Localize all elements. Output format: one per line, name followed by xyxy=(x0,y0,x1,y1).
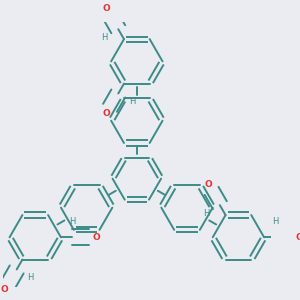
Text: O: O xyxy=(204,180,212,189)
Text: O: O xyxy=(295,233,300,242)
Text: O: O xyxy=(103,110,110,118)
Text: H: H xyxy=(101,33,108,42)
Text: H: H xyxy=(129,97,135,106)
Text: O: O xyxy=(1,285,9,294)
Text: H: H xyxy=(27,273,34,282)
Text: H: H xyxy=(69,217,76,226)
Text: O: O xyxy=(92,233,100,242)
Text: H: H xyxy=(272,217,279,226)
Text: O: O xyxy=(103,4,110,13)
Text: H: H xyxy=(203,208,209,217)
